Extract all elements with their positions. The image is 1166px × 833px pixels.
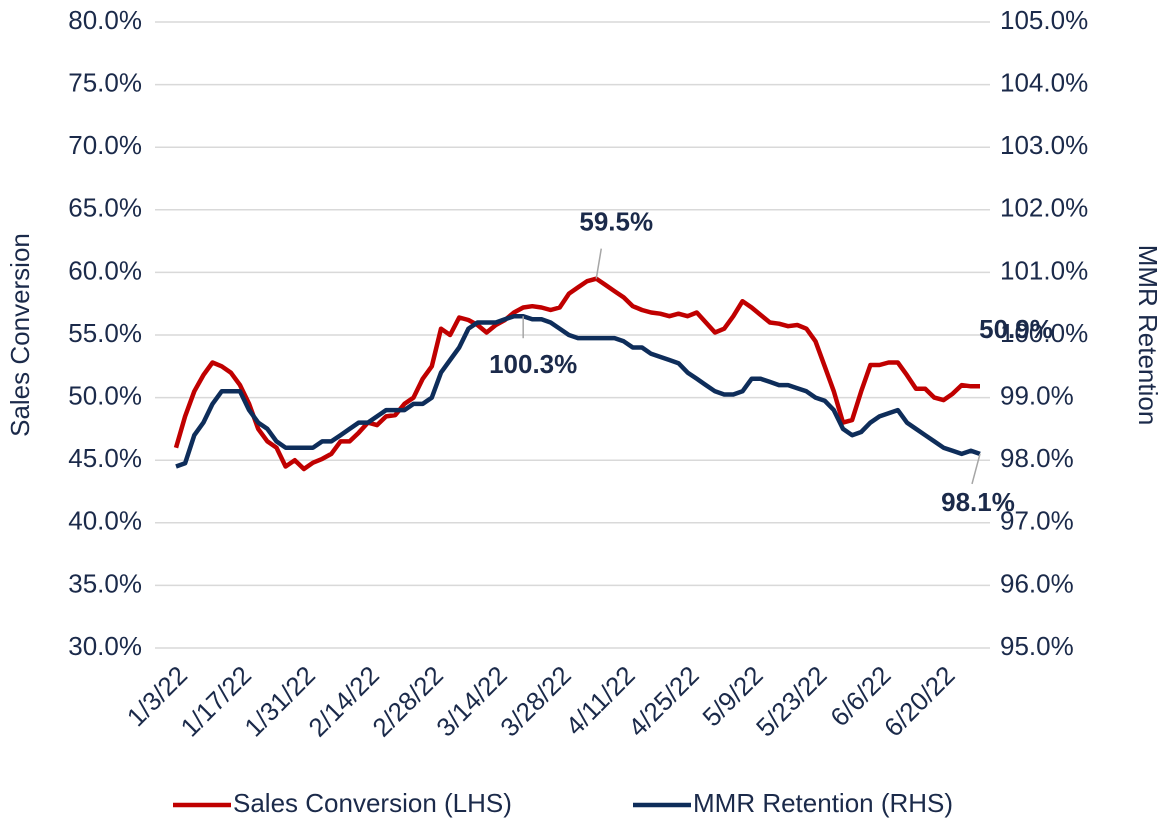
y2-tick-label: 102.0%: [1000, 193, 1088, 223]
y2-tick-label: 101.0%: [1000, 255, 1088, 285]
y2-tick-label: 100.0%: [1000, 318, 1088, 348]
data-label: 100.3%: [489, 349, 577, 379]
legend-label: MMR Retention (RHS): [693, 788, 953, 818]
series-line: [175, 313, 981, 469]
y2-tick-label: 104.0%: [1000, 67, 1088, 97]
y-tick-label: 70.0%: [68, 130, 142, 160]
data-label: 59.5%: [579, 207, 653, 237]
x-tick-label: 3/14/22: [430, 660, 513, 743]
y2-tick-label: 97.0%: [1000, 506, 1074, 536]
y-tick-label: 60.0%: [68, 255, 142, 285]
y2-axis-title: MMR Retention: [1133, 245, 1163, 426]
y2-tick-label: 98.0%: [1000, 443, 1074, 473]
x-tick-label: 1/17/22: [175, 660, 258, 743]
leader-line: [971, 453, 981, 485]
y-tick-label: 50.0%: [68, 380, 142, 410]
data-label: 98.1%: [941, 487, 1015, 517]
y-tick-label: 35.0%: [68, 568, 142, 598]
x-tick-label: 5/23/22: [750, 660, 833, 743]
y-tick-label: 75.0%: [68, 67, 142, 97]
y-tick-label: 55.0%: [68, 318, 142, 348]
legend-label: Sales Conversion (LHS): [233, 788, 512, 818]
series-line: [173, 276, 980, 472]
data-label: 50.9%: [979, 314, 1053, 344]
x-tick-label: 6/20/22: [878, 660, 961, 743]
x-tick-label: 2/28/22: [366, 660, 449, 743]
y2-tick-label: 99.0%: [1000, 380, 1074, 410]
y-axis-title: Sales Conversion: [5, 233, 35, 437]
y-tick-label: 40.0%: [68, 506, 142, 536]
y2-tick-label: 95.0%: [1000, 631, 1074, 661]
x-tick-label: 4/25/22: [622, 660, 705, 743]
x-tick-label: 3/28/22: [494, 660, 577, 743]
y-tick-label: 45.0%: [68, 443, 142, 473]
leader-line: [595, 248, 603, 279]
y2-tick-label: 103.0%: [1000, 130, 1088, 160]
x-tick-label: 1/31/22: [238, 660, 321, 743]
y-tick-label: 65.0%: [68, 193, 142, 223]
y2-tick-label: 96.0%: [1000, 568, 1074, 598]
y2-tick-label: 105.0%: [1000, 5, 1088, 35]
y-tick-label: 30.0%: [68, 631, 142, 661]
y-tick-label: 80.0%: [68, 5, 142, 35]
x-tick-label: 2/14/22: [302, 660, 385, 743]
